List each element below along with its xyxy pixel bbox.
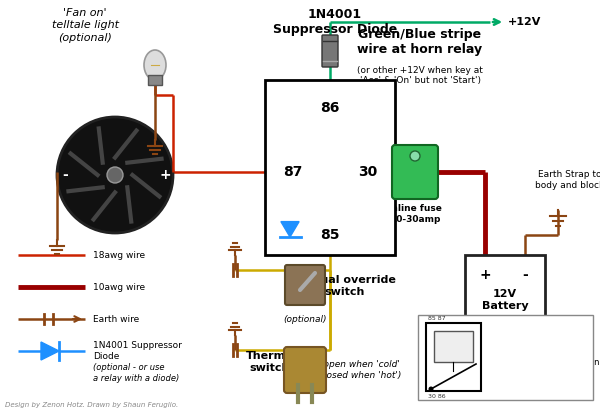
- Text: +12V: +12V: [508, 17, 541, 27]
- Text: 86: 86: [320, 101, 340, 115]
- Text: (optional): (optional): [283, 315, 327, 324]
- Text: 1N4001 Suppressor
Diode: 1N4001 Suppressor Diode: [93, 341, 182, 361]
- Bar: [434, 331, 473, 362]
- Text: (or other +12V when key at
'Acc' & 'On' but not 'Start'): (or other +12V when key at 'Acc' & 'On' …: [357, 66, 483, 85]
- Bar: [418, 315, 593, 400]
- Text: Earth wire: Earth wire: [93, 314, 139, 323]
- Text: Green/Blue stripe
wire at horn relay: Green/Blue stripe wire at horn relay: [358, 28, 482, 56]
- Text: 30: 30: [358, 165, 377, 179]
- Text: Inline fuse
20-30amp: Inline fuse 20-30amp: [388, 204, 442, 224]
- Text: 85 87: 85 87: [428, 316, 446, 321]
- Text: Earth Strap to
body and block: Earth Strap to body and block: [535, 170, 600, 190]
- Text: 10awg wire: 10awg wire: [93, 282, 145, 291]
- Text: Typical Automotive
5PST Relay Schematic
Bosch Style DIN Numbering
(with built-in: Typical Automotive 5PST Relay Schematic …: [488, 336, 600, 378]
- Bar: [265, 80, 395, 255]
- Circle shape: [428, 386, 433, 392]
- Text: 1N4001
Suppressor Diode: 1N4001 Suppressor Diode: [273, 8, 397, 36]
- FancyBboxPatch shape: [392, 145, 438, 199]
- FancyBboxPatch shape: [322, 35, 338, 67]
- Text: (optional - or use
a relay with a diode): (optional - or use a relay with a diode): [93, 363, 179, 383]
- Circle shape: [57, 117, 173, 233]
- FancyBboxPatch shape: [285, 265, 325, 305]
- Text: Manual override
switch: Manual override switch: [294, 275, 396, 298]
- Text: -: -: [62, 168, 68, 182]
- Text: Design by Zenon Hotz. Drawn by Shaun Feruglio.: Design by Zenon Hotz. Drawn by Shaun Fer…: [5, 402, 178, 408]
- Bar: [426, 323, 481, 391]
- Text: +: +: [479, 268, 491, 282]
- Ellipse shape: [144, 50, 166, 80]
- FancyBboxPatch shape: [284, 347, 326, 393]
- Text: 87: 87: [283, 165, 302, 179]
- Text: +: +: [159, 168, 171, 182]
- Text: -: -: [522, 268, 528, 282]
- Polygon shape: [281, 222, 299, 237]
- Circle shape: [410, 151, 420, 161]
- Text: 30 86: 30 86: [428, 394, 446, 399]
- Text: 'Fan on'
telltale light
(optional): 'Fan on' telltale light (optional): [52, 8, 119, 43]
- Polygon shape: [41, 342, 59, 360]
- Text: (open when 'cold'
closed when 'hot'): (open when 'cold' closed when 'hot'): [319, 360, 401, 380]
- Circle shape: [107, 167, 123, 183]
- Text: 12V
Battery: 12V Battery: [482, 289, 529, 311]
- Text: 18awg wire: 18awg wire: [93, 250, 145, 259]
- Bar: [148, 75, 162, 85]
- Bar: [465, 255, 545, 325]
- Text: Thermo
switch: Thermo switch: [246, 351, 294, 373]
- Text: 85: 85: [320, 228, 340, 242]
